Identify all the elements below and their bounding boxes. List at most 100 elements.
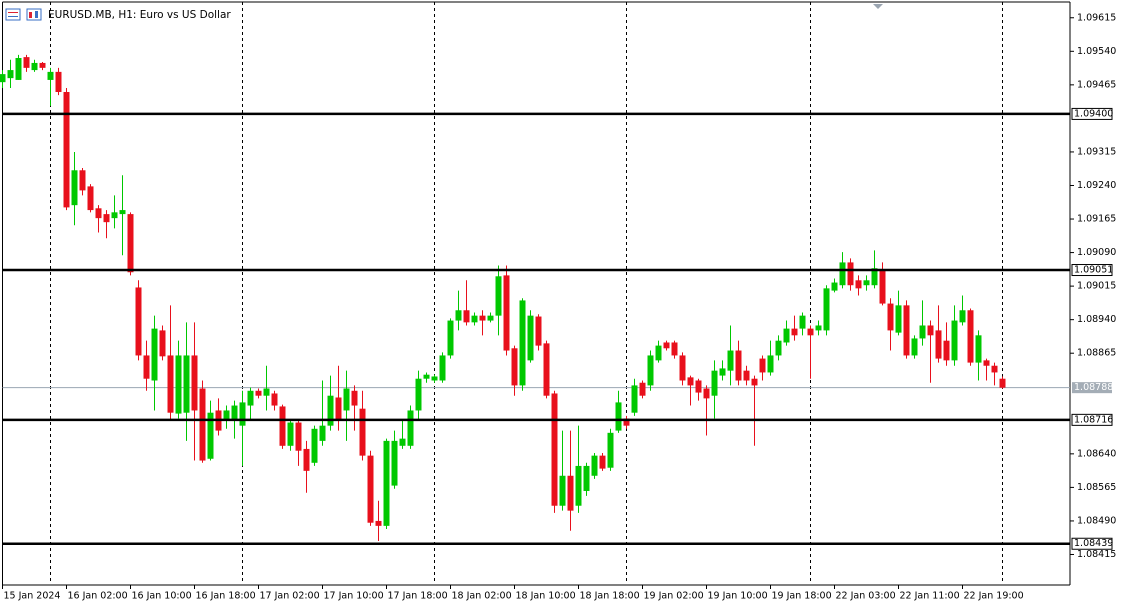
candle-body (207, 412, 214, 459)
candle-body (327, 395, 334, 426)
candle-body (911, 338, 918, 356)
x-tick-label: 19 Jan 18:00 (772, 591, 832, 602)
candle-body (7, 70, 14, 79)
candle-body (967, 310, 974, 363)
candle-body (111, 212, 118, 219)
candle-body (263, 388, 270, 396)
x-tick-label: 18 Jan 10:00 (516, 591, 576, 602)
candle-body (879, 270, 886, 304)
x-tick-label: 18 Jan 02:00 (452, 591, 512, 602)
y-tick-label: 1.09540 (1077, 46, 1116, 57)
candle-body (791, 328, 798, 336)
candle-body (423, 374, 430, 379)
candle-body (151, 328, 158, 381)
candle-body (927, 325, 934, 336)
level-label: 1.08716 (1074, 414, 1113, 425)
y-tick-label: 1.08640 (1077, 448, 1116, 459)
level-label-box (1071, 264, 1113, 277)
icon-bar (35, 11, 38, 18)
candle-body (487, 315, 494, 321)
candle-body (471, 315, 478, 323)
candle-body (839, 262, 846, 286)
candle-body (799, 315, 806, 329)
candle-body (415, 378, 422, 411)
candle-body (383, 440, 390, 526)
level-label: 1.08439 (1074, 538, 1113, 549)
candle-body (71, 170, 78, 206)
y-tick-label: 1.08490 (1077, 515, 1116, 526)
current-price-label: 1.08788 (1074, 382, 1113, 393)
candle-body (551, 393, 558, 506)
icon (26, 8, 42, 21)
x-tick-label: 17 Jan 02:00 (260, 591, 320, 602)
candle-body (167, 355, 174, 413)
candle-body (639, 382, 646, 396)
candle-body (127, 214, 134, 273)
candle-body (695, 380, 702, 393)
y-tick-label: 1.08865 (1077, 348, 1116, 359)
candle-body (95, 208, 102, 219)
candle-body (999, 378, 1006, 388)
candle-body (351, 390, 358, 406)
current-price-box (1072, 382, 1112, 394)
candle-body (991, 365, 998, 373)
candle-body (287, 422, 294, 446)
icon-bar (29, 12, 32, 18)
candle-body (391, 440, 398, 486)
candle-body (703, 388, 710, 399)
candle-body (239, 402, 246, 426)
candle-body (431, 376, 438, 381)
candle-body (719, 368, 726, 376)
y-tick-label: 1.09465 (1077, 79, 1116, 90)
x-tick-label: 17 Jan 18:00 (388, 591, 448, 602)
candle-body (439, 355, 446, 381)
candle-body (335, 397, 342, 421)
candle-body (143, 355, 150, 379)
candle-body (303, 448, 310, 471)
candle-body (887, 303, 894, 331)
candle-body (79, 170, 86, 191)
candle-body (679, 355, 686, 381)
candle-body (359, 408, 366, 456)
candle-body (295, 422, 302, 451)
y-tick-label: 1.09090 (1077, 247, 1116, 258)
x-tick-label: 22 Jan 19:00 (964, 591, 1024, 602)
candle-body (183, 355, 190, 413)
candle-body (175, 355, 182, 414)
candle-body (559, 475, 566, 506)
candle-body (863, 280, 870, 286)
candle-body (727, 350, 734, 371)
candle-body (255, 390, 262, 396)
candle-body (607, 432, 614, 468)
candle-body (623, 418, 630, 426)
level-label: 1.09400 (1074, 108, 1113, 119)
icon (5, 8, 21, 21)
candle-body (367, 455, 374, 523)
candle-body (527, 315, 534, 361)
candle-body (319, 425, 326, 441)
candle-body (655, 345, 662, 361)
candle-body (135, 287, 142, 356)
x-tick-label: 19 Jan 02:00 (644, 591, 704, 602)
candle-body (271, 393, 278, 406)
candle-body (311, 428, 318, 463)
candle-body (0, 74, 6, 83)
candle-body (55, 71, 62, 93)
candle-body (983, 360, 990, 366)
candle-body (951, 320, 958, 361)
candle-body (31, 62, 38, 71)
chart-title: EURUSD.MB, H1: Euro vs US Dollar (48, 9, 231, 21)
candle-body (119, 210, 126, 215)
candle-body (231, 405, 238, 421)
candle-body (919, 325, 926, 339)
candle-body (455, 310, 462, 321)
candle-body (519, 300, 526, 386)
candle-body (63, 92, 70, 208)
candle-body (583, 465, 590, 491)
candle-body (959, 310, 966, 323)
candle-body (479, 315, 486, 321)
candle-body (23, 57, 30, 68)
